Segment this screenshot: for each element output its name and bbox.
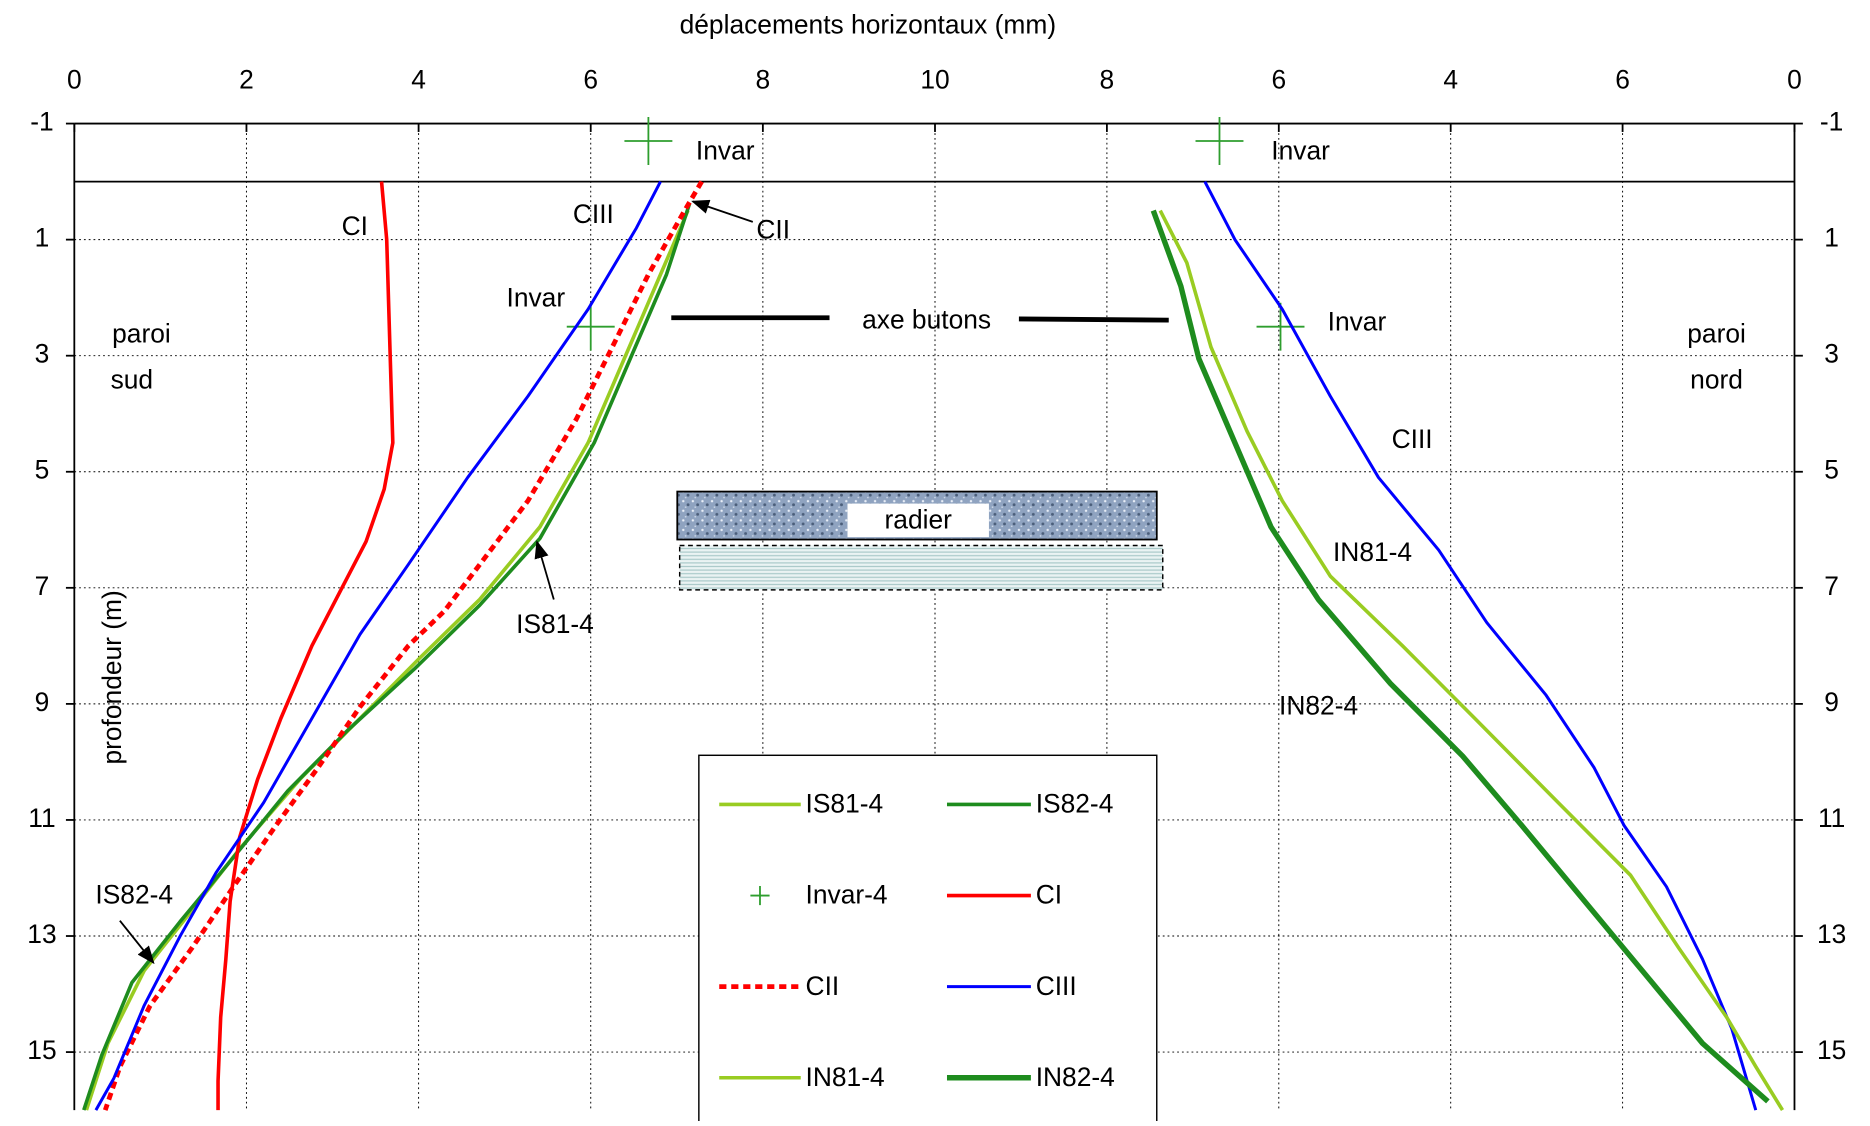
series-line: [84, 209, 690, 1111]
y-tick-label: 1: [1824, 223, 1839, 253]
y-tick-label: -1: [1820, 107, 1843, 137]
annotation: Invar: [1271, 135, 1330, 165]
x-tick-label: 10: [920, 65, 949, 95]
y-tick-label: -1: [30, 107, 53, 137]
invar-marker: [566, 302, 615, 351]
series-line: [82, 202, 692, 1111]
x-tick-label: 8: [756, 65, 771, 95]
radier-label-bg: [847, 503, 989, 538]
legend: [698, 754, 1158, 1126]
legend-label: CI: [1036, 880, 1062, 910]
legend-label: IN81-4: [806, 1062, 885, 1092]
legend-label: IN82-4: [1036, 1062, 1115, 1092]
y-tick-label: 1: [35, 223, 50, 253]
radier-base: [678, 544, 1164, 591]
annotation: paroi: [112, 319, 171, 349]
y-axis-title: profondeur (m): [97, 590, 127, 764]
series-line: [94, 180, 662, 1111]
x-tick-label: 2: [239, 65, 254, 95]
invar-marker: [1256, 302, 1305, 351]
y-tick-label: 13: [27, 919, 56, 949]
annotation: IN81-4: [1333, 537, 1412, 567]
annotation: Invar: [696, 135, 755, 165]
legend-label: IS81-4: [806, 789, 884, 819]
annotation: IN82-4: [1279, 690, 1358, 720]
legend-label: CII: [806, 971, 840, 1001]
arrow: [534, 540, 555, 600]
annotation: Invar: [507, 283, 566, 313]
invar-marker: [624, 117, 673, 165]
invar-marker: [1195, 117, 1244, 165]
x-tick-label: 8: [1100, 65, 1115, 95]
annotation: CII: [756, 214, 790, 244]
series-line: [102, 180, 704, 1111]
y-tick-label: 15: [27, 1035, 56, 1065]
legend-items: IS81-4 IS82-4 Invar-4 CI CII CIII IN81-4 IN82-4: [719, 789, 1115, 1092]
annotation: IS81-4: [516, 609, 594, 639]
series-line: [1158, 209, 1785, 1112]
y-tick-label: 9: [35, 687, 50, 717]
y-tick-label: 7: [35, 571, 50, 601]
y-tick-label: 13: [1817, 919, 1846, 949]
x-tick-label: 4: [411, 65, 426, 95]
y-tick-label: 7: [1824, 571, 1839, 601]
series-line: [1203, 180, 1758, 1111]
annotation: paroi: [1687, 319, 1746, 349]
x-tick-label: 6: [583, 65, 598, 95]
annotation: sud: [111, 364, 154, 394]
annotation: CIII: [1392, 424, 1433, 454]
x-tick-label: 6: [1615, 65, 1630, 95]
y-tick-label: 5: [1824, 455, 1839, 485]
x-tick-label: 0: [1787, 65, 1802, 95]
x-tick-label: 0: [67, 65, 82, 95]
y-tick-label: 3: [1824, 339, 1839, 369]
annotation: CIII: [573, 199, 614, 229]
legend-label: Invar-4: [806, 880, 888, 910]
y-tick-label: 11: [1818, 803, 1845, 833]
x-tick-label: 4: [1443, 65, 1458, 95]
arrow: [119, 920, 155, 965]
series-line: [216, 181, 395, 1111]
annotation: nord: [1690, 364, 1743, 394]
annotation: Invar: [1328, 307, 1387, 337]
annotation: CI: [342, 211, 368, 241]
arrow: [691, 199, 754, 223]
annotation: IS82-4: [95, 880, 173, 910]
x-tick-label: 6: [1271, 65, 1286, 95]
y-tick-label: 15: [1817, 1035, 1846, 1065]
annotation: radier: [885, 505, 953, 535]
x-axis-title: déplacements horizontaux (mm): [680, 9, 1057, 39]
annotation: axe butons: [862, 304, 991, 334]
legend-label: CIII: [1036, 971, 1077, 1001]
y-tick-label: 11: [28, 803, 55, 833]
strut-axis: [1018, 316, 1169, 323]
y-tick-label: 3: [35, 339, 50, 369]
legend-label: IS82-4: [1036, 789, 1114, 819]
y-tick-label: 9: [1824, 687, 1839, 717]
y-tick-label: 5: [35, 455, 50, 485]
series-line: [1150, 209, 1770, 1104]
legend-marker: [750, 885, 770, 906]
